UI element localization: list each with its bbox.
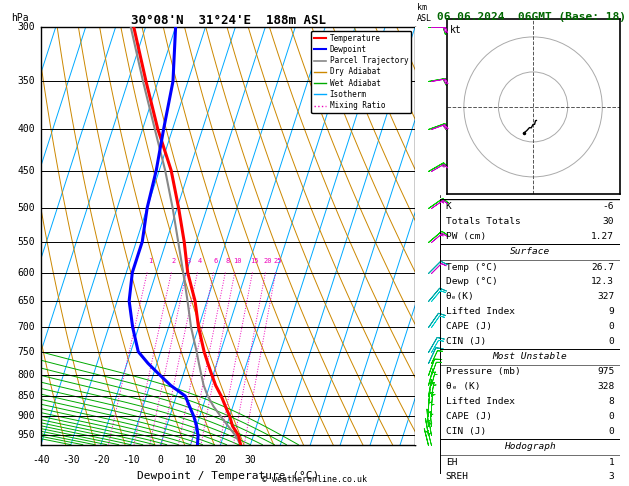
Text: Most Unstable: Most Unstable	[493, 352, 567, 361]
Text: -30: -30	[62, 455, 80, 465]
Text: 1: 1	[608, 457, 614, 467]
Text: 10: 10	[185, 455, 196, 465]
Text: 4: 4	[198, 258, 202, 263]
Text: SREH: SREH	[446, 472, 469, 481]
Text: Hodograph: Hodograph	[504, 442, 556, 451]
Text: EH: EH	[446, 457, 457, 467]
Text: 30: 30	[245, 455, 257, 465]
Text: CAPE (J): CAPE (J)	[446, 412, 492, 421]
Text: 2: 2	[172, 258, 176, 263]
Text: 8: 8	[417, 99, 423, 107]
Text: 750: 750	[18, 347, 35, 357]
Text: -6: -6	[603, 202, 614, 211]
Text: CIN (J): CIN (J)	[446, 337, 486, 346]
Legend: Temperature, Dewpoint, Parcel Trajectory, Dry Adiabat, Wet Adiabat, Isotherm, Mi: Temperature, Dewpoint, Parcel Trajectory…	[311, 31, 411, 113]
Text: K: K	[446, 202, 452, 211]
Text: 0: 0	[608, 427, 614, 436]
Text: CAPE (J): CAPE (J)	[446, 322, 492, 331]
Text: 0: 0	[158, 455, 164, 465]
Text: 350: 350	[18, 76, 35, 87]
Text: 1: 1	[148, 258, 152, 263]
Text: 9: 9	[608, 307, 614, 316]
Text: 450: 450	[18, 166, 35, 175]
Text: Lifted Index: Lifted Index	[446, 307, 515, 316]
Text: 8: 8	[608, 397, 614, 406]
Text: Dewp (°C): Dewp (°C)	[446, 278, 498, 286]
Text: 950: 950	[18, 431, 35, 440]
Text: -10: -10	[122, 455, 140, 465]
Text: 800: 800	[18, 369, 35, 380]
Text: θₑ(K): θₑ(K)	[446, 292, 474, 301]
Text: 0: 0	[608, 412, 614, 421]
Text: © weatheronline.co.uk: © weatheronline.co.uk	[262, 474, 367, 484]
Text: -40: -40	[32, 455, 50, 465]
Text: 6: 6	[214, 258, 218, 263]
Text: 20: 20	[264, 258, 272, 263]
Text: Totals Totals: Totals Totals	[446, 217, 520, 226]
Text: θₑ (K): θₑ (K)	[446, 382, 480, 391]
Text: 8: 8	[226, 258, 230, 263]
Text: Surface: Surface	[510, 247, 550, 256]
Text: 3: 3	[608, 472, 614, 481]
Text: -20: -20	[92, 455, 109, 465]
Text: 400: 400	[18, 124, 35, 134]
Text: 10: 10	[233, 258, 242, 263]
Text: Dewpoint / Temperature (°C): Dewpoint / Temperature (°C)	[137, 471, 319, 482]
Text: 900: 900	[18, 411, 35, 421]
Text: 650: 650	[18, 296, 35, 306]
Text: 4: 4	[417, 284, 423, 293]
Text: km
ASL: km ASL	[417, 3, 432, 22]
Text: 700: 700	[18, 322, 35, 332]
Text: 12.3: 12.3	[591, 278, 614, 286]
Text: 600: 600	[18, 267, 35, 278]
Text: 2: 2	[417, 371, 423, 380]
Text: 1: 1	[417, 412, 423, 420]
Text: 6: 6	[417, 194, 423, 203]
Text: 550: 550	[18, 237, 35, 247]
Text: 850: 850	[18, 391, 35, 401]
Text: 20: 20	[214, 455, 226, 465]
Text: 975: 975	[597, 367, 614, 377]
Text: 2LCL: 2LCL	[417, 370, 437, 379]
Text: CIN (J): CIN (J)	[446, 427, 486, 436]
Text: 328: 328	[597, 382, 614, 391]
Text: 15: 15	[250, 258, 259, 263]
Text: Lifted Index: Lifted Index	[446, 397, 515, 406]
Text: 5: 5	[417, 240, 423, 249]
Title: 30°08'N  31°24'E  188m ASL: 30°08'N 31°24'E 188m ASL	[130, 14, 326, 27]
Text: 0: 0	[608, 337, 614, 346]
Text: 300: 300	[18, 22, 35, 32]
Text: 06.06.2024  06GMT (Base: 18): 06.06.2024 06GMT (Base: 18)	[437, 12, 626, 22]
Text: Mixing Ratio (g/kg): Mixing Ratio (g/kg)	[433, 188, 442, 283]
Text: 25: 25	[274, 258, 282, 263]
Text: PW (cm): PW (cm)	[446, 232, 486, 241]
Text: 500: 500	[18, 203, 35, 213]
Text: hPa: hPa	[11, 13, 28, 22]
Text: kt: kt	[450, 25, 462, 35]
Text: 7: 7	[417, 147, 423, 156]
Text: 327: 327	[597, 292, 614, 301]
Text: Temp (°C): Temp (°C)	[446, 262, 498, 272]
Text: 26.7: 26.7	[591, 262, 614, 272]
Text: 30: 30	[603, 217, 614, 226]
Text: 0: 0	[608, 322, 614, 331]
Text: Pressure (mb): Pressure (mb)	[446, 367, 520, 377]
Text: 3: 3	[187, 258, 191, 263]
Text: 3: 3	[417, 328, 423, 337]
Text: 1.27: 1.27	[591, 232, 614, 241]
